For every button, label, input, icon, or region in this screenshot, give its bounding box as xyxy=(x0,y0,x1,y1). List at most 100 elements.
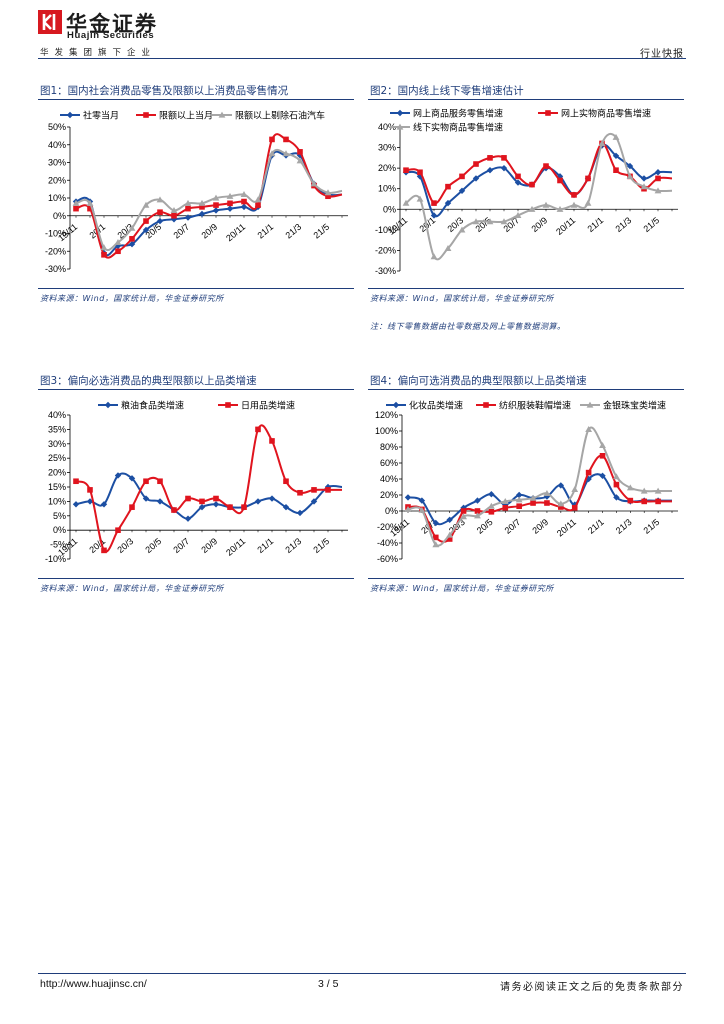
legend-label: 日用品类增速 xyxy=(241,400,295,412)
series-point-0 xyxy=(198,210,206,218)
series-point-0 xyxy=(156,498,164,505)
x-tick-label: 20/5 xyxy=(143,536,163,555)
legend-label: 社零当月 xyxy=(83,110,119,122)
series-point-1 xyxy=(543,163,549,169)
legend-label: 网上商品服务零售增速 xyxy=(413,108,503,120)
x-tick-label: 21/5 xyxy=(641,215,661,234)
series-line-0 xyxy=(75,150,343,257)
x-tick-label: 21/5 xyxy=(311,222,331,241)
series-point-0 xyxy=(416,173,424,180)
x-tick-label: 19/11 xyxy=(56,222,79,244)
x-tick-label: 20/9 xyxy=(530,517,550,536)
x-tick-label: 20/5 xyxy=(475,517,495,536)
series-point-1 xyxy=(87,487,93,493)
series-point-1 xyxy=(487,155,493,161)
figure-4-title: 图4：偏向可选消费品的典型限额以上品类增速 xyxy=(370,375,587,387)
series-point-2 xyxy=(156,196,164,203)
series-point-2 xyxy=(654,487,662,494)
series-point-2 xyxy=(654,187,662,194)
x-tick-label: 21/3 xyxy=(283,222,303,241)
series-point-1 xyxy=(515,173,521,180)
series-point-0 xyxy=(474,497,481,504)
x-tick-label: 20/9 xyxy=(199,222,219,241)
series-point-0 xyxy=(184,214,192,221)
y-tick-label: 10% xyxy=(378,184,396,194)
series-point-2 xyxy=(472,218,480,225)
series-point-2 xyxy=(444,244,452,251)
y-tick-label: -20% xyxy=(377,522,398,532)
y-tick-label: 20% xyxy=(380,490,398,500)
series-point-1 xyxy=(501,155,507,161)
series-point-0 xyxy=(310,498,318,505)
y-tick-label: 30% xyxy=(48,158,66,168)
series-point-1 xyxy=(613,481,620,488)
figure-2-source: 资料来源：Wind，国家统计局，华金证券研究所 xyxy=(370,294,554,303)
series-point-0 xyxy=(212,207,220,214)
series-point-0 xyxy=(184,515,192,522)
document-type: 行业快报 xyxy=(640,49,684,60)
group-affiliation: 华发集团旗下企业 xyxy=(40,48,157,58)
y-tick-label: 50% xyxy=(48,122,66,132)
y-tick-label: 30% xyxy=(48,439,66,449)
series-point-2 xyxy=(240,191,248,198)
series-point-1 xyxy=(101,252,107,258)
series-point-1 xyxy=(143,218,149,224)
series-point-2 xyxy=(557,500,565,507)
series-point-0 xyxy=(282,503,290,511)
series-point-1 xyxy=(255,202,261,208)
series-point-2 xyxy=(542,201,550,208)
series-point-1 xyxy=(473,161,479,167)
series-point-2 xyxy=(599,442,606,448)
series-point-0 xyxy=(296,152,304,159)
series-point-0 xyxy=(324,483,332,491)
series-point-1 xyxy=(585,469,592,476)
series-point-2 xyxy=(184,199,192,206)
series-point-2 xyxy=(640,183,648,190)
x-tick-label: 20/7 xyxy=(503,517,523,536)
series-point-2 xyxy=(500,218,508,225)
series-point-1 xyxy=(403,167,409,173)
series-point-2 xyxy=(446,531,454,538)
series-point-2 xyxy=(474,512,481,519)
legend-label: 化妆品类增速 xyxy=(409,400,463,412)
x-tick-label: 19/11 xyxy=(386,215,409,237)
series-point-1 xyxy=(115,248,121,255)
series-point-1 xyxy=(297,149,303,155)
series-point-0 xyxy=(226,205,234,212)
series-point-0 xyxy=(212,501,220,508)
legend-marker xyxy=(586,401,594,408)
series-point-2 xyxy=(72,199,80,206)
series-point-2 xyxy=(114,238,122,245)
series-point-1 xyxy=(627,497,634,504)
legend-label: 限额以上剔除石油汽车 xyxy=(235,110,325,122)
y-tick-label: 20% xyxy=(48,175,66,185)
series-point-1 xyxy=(283,478,289,485)
series-point-1 xyxy=(613,167,619,173)
y-tick-label: 0% xyxy=(385,506,398,516)
series-point-1 xyxy=(311,487,317,493)
series-point-1 xyxy=(283,136,289,143)
x-tick-label: 20/11 xyxy=(224,222,247,244)
footer-url-link[interactable]: http://www.huajinsc.cn/ xyxy=(40,978,147,990)
x-tick-label: 20/9 xyxy=(529,215,549,234)
y-tick-label: -40% xyxy=(377,538,398,548)
series-point-1 xyxy=(101,547,107,554)
series-point-0 xyxy=(418,497,426,504)
footer-disclaimer: 请务必阅读正文之后的免责条款部分 xyxy=(500,982,684,993)
x-tick-label: 20/9 xyxy=(199,536,219,555)
series-point-1 xyxy=(571,192,577,198)
series-point-0 xyxy=(444,199,452,207)
series-point-2 xyxy=(282,150,290,157)
y-tick-label: 0% xyxy=(53,525,66,535)
series-point-1 xyxy=(558,504,564,510)
figure-1-chart: -30%-20%-10%0%10%20%30%40%50%19/11 20/1 20… xyxy=(45,110,348,274)
y-tick-label: 20% xyxy=(48,468,66,478)
legend-label: 网上实物商品零售增速 xyxy=(561,108,651,120)
series-point-1 xyxy=(655,498,661,505)
figure-4-bottom-rule xyxy=(368,578,684,579)
x-tick-label: 20/3 xyxy=(115,536,135,555)
series-point-1 xyxy=(460,508,467,514)
y-tick-label: -60% xyxy=(377,554,398,564)
series-point-2 xyxy=(310,180,318,187)
legend-label: 纺织服装鞋帽增速 xyxy=(499,400,571,412)
